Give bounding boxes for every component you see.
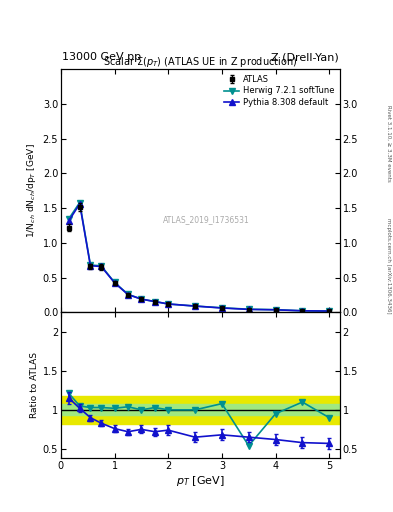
- Text: 13000 GeV pp: 13000 GeV pp: [62, 52, 141, 62]
- Pythia 8.308 default: [327, 308, 332, 314]
- Pythia 8.308 default: [152, 298, 157, 305]
- Text: ATLAS_2019_I1736531: ATLAS_2019_I1736531: [163, 216, 250, 224]
- Herwig 7.2.1 softTune: [112, 280, 117, 286]
- Herwig 7.2.1 softTune: [273, 307, 278, 313]
- Herwig 7.2.1 softTune: [327, 308, 332, 314]
- Herwig 7.2.1 softTune: [166, 301, 171, 307]
- Pythia 8.308 default: [273, 307, 278, 313]
- Legend: ATLAS, Herwig 7.2.1 softTune, Pythia 8.308 default: ATLAS, Herwig 7.2.1 softTune, Pythia 8.3…: [222, 73, 336, 109]
- Pythia 8.308 default: [246, 306, 251, 312]
- Pythia 8.308 default: [139, 296, 144, 302]
- Herwig 7.2.1 softTune: [139, 296, 144, 302]
- Herwig 7.2.1 softTune: [220, 305, 224, 311]
- Line: Herwig 7.2.1 softTune: Herwig 7.2.1 softTune: [66, 199, 332, 314]
- Herwig 7.2.1 softTune: [77, 200, 82, 206]
- Pythia 8.308 default: [126, 291, 130, 297]
- Herwig 7.2.1 softTune: [99, 263, 103, 269]
- Herwig 7.2.1 softTune: [246, 306, 251, 312]
- Bar: [61, 403, 340, 415]
- Pythia 8.308 default: [99, 263, 103, 269]
- Y-axis label: Ratio to ATLAS: Ratio to ATLAS: [29, 352, 39, 418]
- Herwig 7.2.1 softTune: [300, 308, 305, 314]
- Line: Pythia 8.308 default: Pythia 8.308 default: [66, 201, 332, 314]
- Herwig 7.2.1 softTune: [88, 262, 93, 268]
- Y-axis label: 1/N$_{ch}$ dN$_{ch}$/dp$_T$ [GeV]: 1/N$_{ch}$ dN$_{ch}$/dp$_T$ [GeV]: [26, 143, 39, 238]
- Title: Scalar $\Sigma(p_T)$ (ATLAS UE in Z production): Scalar $\Sigma(p_T)$ (ATLAS UE in Z prod…: [103, 55, 298, 69]
- Pythia 8.308 default: [166, 301, 171, 307]
- Herwig 7.2.1 softTune: [152, 298, 157, 305]
- Pythia 8.308 default: [112, 280, 117, 286]
- Text: Z (Drell-Yan): Z (Drell-Yan): [271, 52, 339, 62]
- Pythia 8.308 default: [77, 201, 82, 207]
- Pythia 8.308 default: [88, 263, 93, 269]
- X-axis label: $p_T$ [GeV]: $p_T$ [GeV]: [176, 474, 225, 488]
- Herwig 7.2.1 softTune: [193, 303, 197, 309]
- Pythia 8.308 default: [66, 218, 71, 224]
- Pythia 8.308 default: [193, 303, 197, 309]
- Herwig 7.2.1 softTune: [126, 291, 130, 297]
- Pythia 8.308 default: [220, 305, 224, 311]
- Pythia 8.308 default: [300, 308, 305, 314]
- Text: mcplots.cern.ch [arXiv:1306.3436]: mcplots.cern.ch [arXiv:1306.3436]: [386, 219, 391, 314]
- Herwig 7.2.1 softTune: [66, 216, 71, 222]
- Text: Rivet 3.1.10, ≥ 3.3M events: Rivet 3.1.10, ≥ 3.3M events: [386, 105, 391, 182]
- Bar: [61, 396, 340, 424]
